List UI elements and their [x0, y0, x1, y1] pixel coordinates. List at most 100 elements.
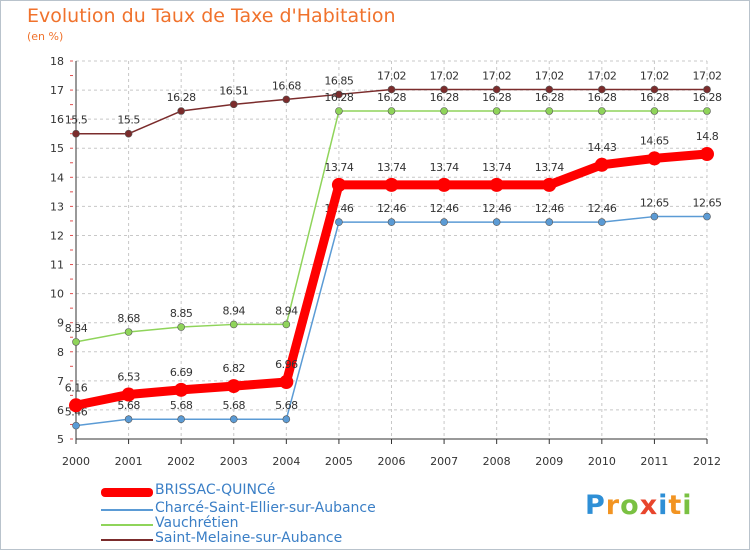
data-point	[226, 379, 241, 394]
data-label: 17.02	[430, 69, 459, 82]
data-point	[279, 375, 294, 390]
data-point	[124, 328, 133, 336]
data-label: 5.68	[117, 399, 140, 412]
logo-letter: i	[658, 490, 669, 521]
data-point	[124, 415, 133, 424]
data-point	[335, 90, 343, 99]
x-tick-label: 2011	[640, 455, 668, 468]
data-point	[174, 382, 189, 397]
data-point	[647, 151, 662, 166]
data-point	[387, 85, 396, 94]
data-label: 17.02	[482, 69, 511, 82]
x-tick-label: 2006	[378, 455, 406, 468]
chart-title: Evolution du Taux de Taxe d'Habitation	[27, 5, 396, 27]
data-point	[335, 107, 343, 115]
data-point	[229, 100, 238, 109]
y-tick-label: 13	[50, 200, 64, 213]
data-point	[72, 338, 80, 346]
x-tick-label: 2012	[693, 455, 721, 468]
data-label: 8.34	[65, 322, 88, 335]
data-point	[492, 218, 501, 226]
data-label: 6.82	[223, 362, 246, 375]
chart-subtitle: (en %)	[27, 30, 64, 43]
data-point	[72, 421, 80, 430]
legend-label: Charcé-Saint-Ellier-sur-Aubance	[155, 500, 376, 516]
y-tick-label: 12	[50, 229, 64, 242]
data-label: 6.16	[65, 381, 88, 394]
data-point	[440, 218, 448, 226]
x-tick-label: 2004	[272, 455, 300, 468]
data-point	[440, 107, 448, 115]
legend-swatch	[101, 509, 153, 511]
x-tick-label: 2005	[325, 455, 353, 468]
y-tick-label: 5	[57, 433, 64, 446]
data-point	[650, 107, 659, 115]
legend-label: BRISSAC-QUINCé	[155, 482, 276, 498]
data-label: 15.5	[117, 114, 140, 127]
data-label: 14.65	[640, 134, 669, 147]
y-tick-label: 11	[50, 259, 64, 272]
y-tick-label: 15	[50, 142, 64, 155]
x-tick-label: 2009	[535, 455, 563, 468]
data-label: 16.28	[693, 91, 722, 104]
logo-letter: t	[668, 490, 683, 521]
data-label: 17.02	[535, 69, 564, 82]
data-point	[492, 85, 501, 94]
data-label: 13.74	[535, 161, 564, 174]
x-tick-label: 2008	[483, 455, 511, 468]
data-point	[387, 218, 396, 226]
data-point	[331, 177, 346, 192]
data-point	[229, 320, 238, 329]
logo-letter: o	[620, 490, 640, 521]
data-point	[598, 218, 606, 226]
data-point	[69, 398, 83, 413]
data-point	[121, 387, 136, 402]
x-tick-label: 2010	[588, 455, 616, 468]
data-point	[384, 177, 399, 192]
data-label: 16.28	[167, 91, 196, 104]
data-label: 13.74	[377, 161, 406, 174]
x-tick-label: 2007	[430, 455, 458, 468]
data-point	[177, 107, 185, 115]
data-point	[489, 177, 504, 192]
data-label: 14.43	[587, 141, 616, 154]
data-label: 16.28	[535, 91, 564, 104]
data-label: 16.28	[482, 91, 511, 104]
data-point	[282, 415, 291, 424]
data-label: 12.46	[535, 202, 564, 215]
data-label: 13.74	[482, 161, 511, 174]
y-tick-label: 17	[50, 84, 64, 97]
data-label: 17.02	[640, 69, 669, 82]
proxiti-logo: Proxiti	[585, 490, 693, 521]
data-point	[440, 85, 448, 94]
x-tick-label: 2000	[62, 455, 90, 468]
data-label: 12.65	[693, 197, 722, 210]
logo-letter: P	[585, 490, 606, 521]
data-point	[545, 107, 554, 115]
data-label: 8.85	[170, 307, 193, 320]
data-point	[545, 85, 554, 94]
data-point	[703, 212, 711, 221]
data-label: 6.96	[275, 358, 298, 371]
y-tick-label: 9	[57, 317, 64, 330]
data-label: 16.85	[324, 74, 353, 87]
data-label: 17.02	[377, 69, 406, 82]
data-label: 16.28	[430, 91, 459, 104]
data-label: 12.46	[482, 202, 511, 215]
data-label: 6.53	[117, 371, 140, 384]
data-label: 16.28	[324, 91, 353, 104]
data-point	[437, 177, 452, 192]
data-label: 12.46	[587, 202, 616, 215]
data-point	[124, 129, 133, 138]
data-point	[594, 157, 609, 172]
data-label: 17.02	[693, 69, 722, 82]
logo-letter: r	[605, 490, 621, 521]
logo-letter: i	[682, 490, 693, 521]
data-point	[177, 415, 185, 424]
data-label: 16.28	[587, 91, 616, 104]
data-point	[177, 323, 185, 331]
data-point	[598, 85, 606, 94]
data-label: 8.94	[275, 304, 298, 317]
